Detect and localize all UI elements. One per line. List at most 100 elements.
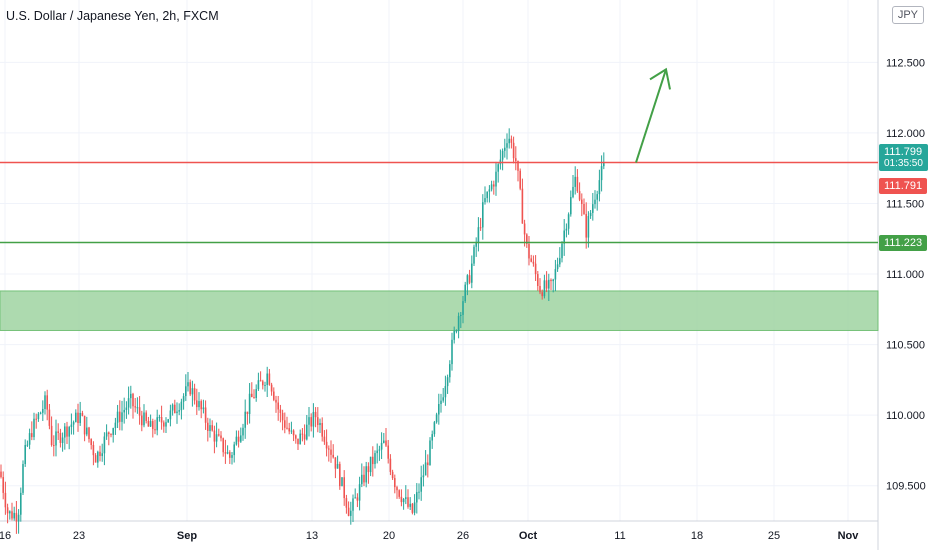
- candle-body: [539, 285, 541, 293]
- candle-body: [2, 477, 4, 493]
- candle-body: [196, 400, 198, 408]
- candle-body: [277, 402, 279, 410]
- candle-body: [530, 258, 532, 262]
- candle-body: [449, 364, 451, 378]
- candle-body: [222, 438, 224, 453]
- candle-body: [4, 492, 7, 508]
- candle-body: [570, 197, 572, 215]
- candle-body: [444, 386, 447, 398]
- candle-body: [534, 263, 537, 275]
- candle-body: [154, 429, 156, 431]
- candle-body: [202, 407, 205, 410]
- candle-body: [352, 498, 354, 511]
- candle-body: [334, 457, 337, 469]
- candle-body: [466, 275, 469, 285]
- candle-body: [72, 422, 75, 425]
- candle-body: [515, 158, 517, 161]
- candle-body: [548, 279, 550, 289]
- candle-body: [218, 434, 220, 436]
- candle-body: [596, 194, 598, 200]
- candle-body: [149, 421, 152, 427]
- candle-body: [372, 456, 374, 465]
- candle-body: [112, 428, 114, 435]
- candle-body: [495, 171, 497, 187]
- candle-body: [130, 393, 132, 399]
- candle-body: [552, 279, 554, 282]
- candle-body: [323, 436, 326, 442]
- candle-body: [147, 420, 150, 427]
- candle-body: [171, 404, 174, 411]
- candle-body: [251, 393, 253, 398]
- candle-body: [55, 431, 57, 446]
- candle-body: [545, 280, 548, 289]
- candle-body: [438, 404, 440, 415]
- candle-body: [576, 176, 579, 192]
- candle-body: [455, 330, 458, 332]
- candle-body: [559, 258, 561, 265]
- candle-body: [343, 477, 345, 499]
- candle-body: [420, 477, 422, 492]
- candle-body: [589, 212, 592, 217]
- candle-body: [158, 417, 161, 419]
- candle-body: [15, 512, 18, 522]
- candle-body: [325, 441, 328, 449]
- candle-body: [424, 462, 427, 476]
- candle-body: [312, 411, 315, 427]
- candle-body: [13, 512, 15, 519]
- candle-body: [268, 373, 271, 385]
- candle-body: [517, 160, 519, 171]
- candle-body: [508, 138, 510, 144]
- candle-body: [473, 246, 475, 264]
- candle-body: [273, 391, 275, 400]
- candle-body: [191, 388, 194, 395]
- candle-body: [358, 484, 361, 501]
- candle-body: [114, 422, 117, 429]
- candle-body: [413, 502, 416, 513]
- candle-body: [156, 417, 158, 431]
- candle-body: [347, 507, 350, 516]
- candle-body: [64, 426, 66, 438]
- candle-body: [468, 275, 471, 283]
- candle-body: [572, 186, 574, 198]
- candle-body: [336, 463, 339, 469]
- candle-body: [543, 280, 546, 297]
- candle-body: [592, 204, 594, 213]
- candle-body: [284, 420, 286, 428]
- candle-body: [143, 412, 145, 426]
- candle-body: [180, 401, 183, 411]
- candle-body: [475, 242, 477, 247]
- candle-body: [416, 492, 418, 503]
- candle-body: [541, 292, 543, 297]
- candle-body: [290, 430, 293, 432]
- candle-body: [229, 452, 231, 458]
- candle-body: [301, 433, 304, 435]
- up-arrow: [635, 69, 667, 163]
- candle-body: [97, 451, 99, 463]
- candle-body: [565, 228, 568, 231]
- candle-body: [567, 214, 570, 229]
- candle-body: [11, 511, 13, 519]
- candle-body: [528, 243, 530, 259]
- x-tick-label: 18: [691, 530, 703, 542]
- candle-body: [165, 422, 167, 427]
- candle-body: [24, 445, 26, 464]
- candle-body: [275, 399, 277, 403]
- candle-body: [94, 455, 97, 463]
- currency-button[interactable]: JPY: [891, 6, 924, 24]
- candle-body: [244, 411, 246, 428]
- candle-body: [88, 427, 90, 440]
- candle-body: [20, 492, 22, 515]
- candle-body: [501, 150, 504, 160]
- candle-body: [317, 417, 319, 425]
- candle-body: [429, 440, 431, 466]
- candle-body: [512, 142, 515, 159]
- x-tick-label: 25: [768, 530, 780, 542]
- candle-body: [550, 279, 552, 282]
- candle-body: [193, 388, 196, 401]
- candle-body: [504, 147, 506, 151]
- candle-body: [79, 412, 81, 424]
- candle-body: [374, 453, 376, 465]
- candle-body: [37, 413, 40, 420]
- candle-body: [248, 393, 251, 415]
